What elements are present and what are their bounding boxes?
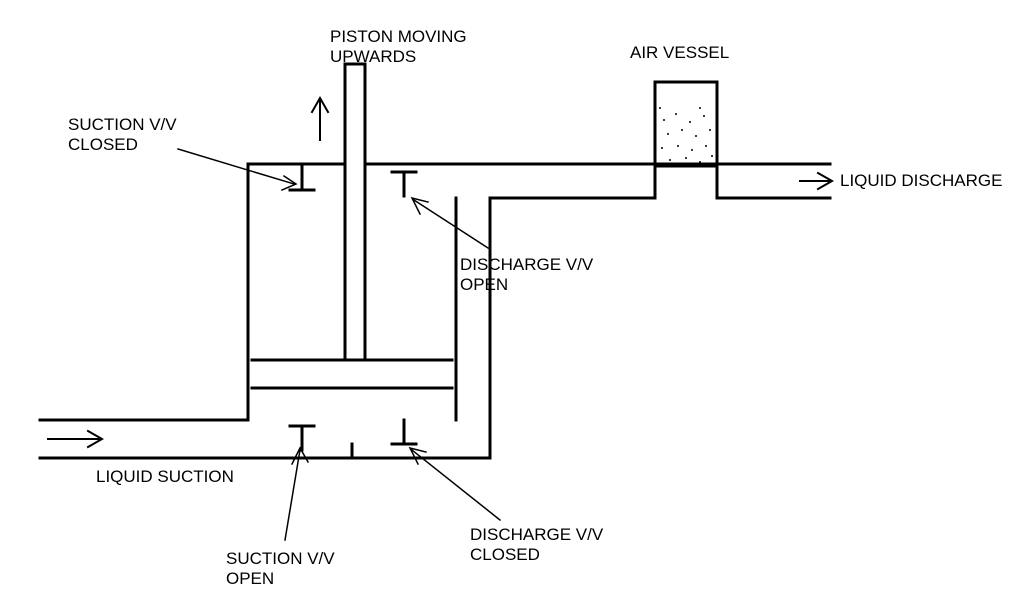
label-liquid-discharge: LIQUID DISCHARGE (840, 171, 1002, 190)
label-suction-closed-2: CLOSED (68, 135, 138, 154)
label-piston-1: PISTON MOVING (330, 27, 467, 46)
label-discharge-closed-1: DISCHARGE V/V (470, 525, 604, 544)
valve-top-left-closed (290, 166, 314, 190)
valve-bottom-right-closed (392, 420, 416, 444)
pump-diagram: PISTON MOVING UPWARDS AIR VESSEL SUCTION… (0, 0, 1011, 613)
label-air-vessel: AIR VESSEL (630, 43, 729, 62)
label-discharge-open-2: OPEN (460, 275, 508, 294)
suction-arrow (48, 431, 102, 447)
label-suction-open-2: OPEN (226, 569, 274, 588)
labels: PISTON MOVING UPWARDS AIR VESSEL SUCTION… (68, 27, 1002, 588)
label-suction-closed-1: SUCTION V/V (68, 115, 177, 134)
label-liquid-suction: LIQUID SUCTION (96, 467, 234, 486)
air-vessel-box (655, 82, 717, 166)
air-vessel-dots (659, 107, 713, 163)
piston-up-arrow (312, 98, 328, 140)
label-piston-2: UPWARDS (330, 47, 416, 66)
label-discharge-open-1: DISCHARGE V/V (460, 255, 594, 274)
valve-bottom-left-open (290, 426, 314, 450)
valve-top-right-open (392, 172, 416, 196)
discharge-arrow (800, 173, 832, 189)
label-discharge-closed-2: CLOSED (470, 545, 540, 564)
label-suction-open-1: SUCTION V/V (226, 549, 335, 568)
